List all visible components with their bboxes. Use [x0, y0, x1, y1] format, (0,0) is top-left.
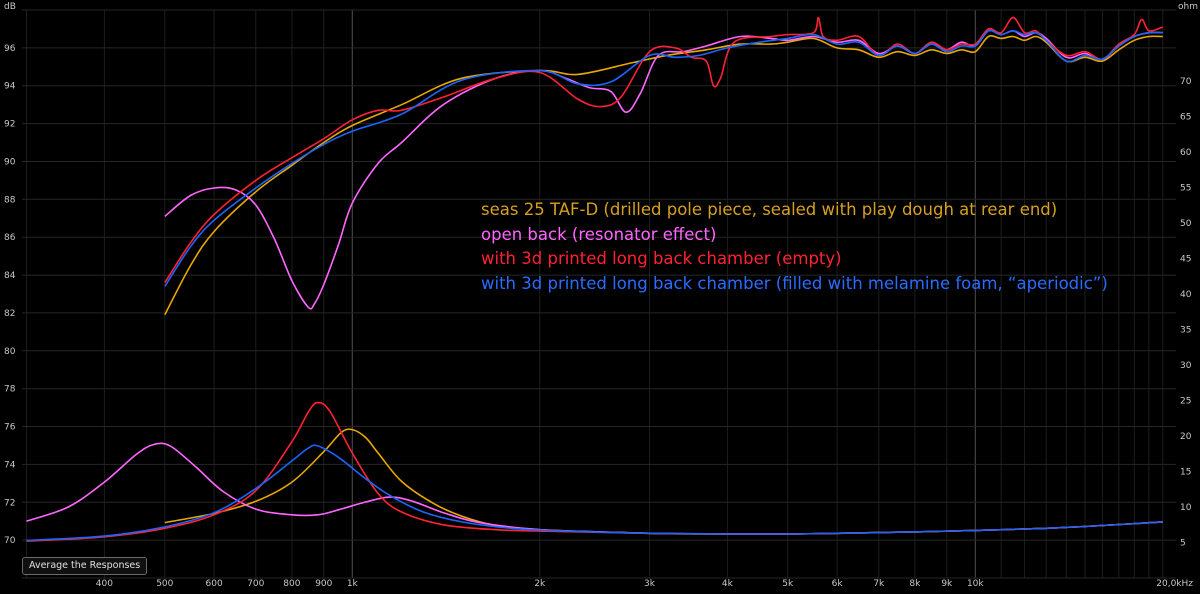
x-tick-label: 9k	[941, 579, 953, 589]
x-tick-label: 900	[315, 579, 332, 589]
y-left-unit-label: dB	[4, 2, 16, 12]
average-responses-button[interactable]: Average the Responses	[22, 557, 148, 575]
y-right-tick-label: 65	[1180, 113, 1191, 123]
y-right-tick-label: 15	[1180, 468, 1191, 478]
x-tick-label: 800	[283, 579, 300, 589]
y-right-tick-label: 20	[1180, 432, 1192, 442]
x-tick-label: 6k	[832, 579, 844, 589]
y-left-tick-label: 88	[4, 195, 16, 205]
x-tick-label: 20,0kHz	[1156, 579, 1193, 589]
y-left-tick-label: 92	[4, 120, 15, 130]
y-right-tick-label: 45	[1180, 255, 1191, 265]
y-right-tick-label: 35	[1180, 326, 1191, 336]
y-left-tick-label: 80	[4, 347, 16, 357]
legend-entry-open-back: open back (resonator effect)	[481, 224, 717, 244]
y-right-tick-label: 25	[1180, 397, 1191, 407]
spl-line-long-chamber-foam	[164, 29, 1163, 287]
y-right-tick-label: 10	[1180, 503, 1192, 513]
x-tick-label: 600	[206, 579, 223, 589]
x-tick-label: 3k	[644, 579, 656, 589]
x-tick-label: 10k	[967, 579, 984, 589]
impedance-line-long-chamber-foam	[26, 444, 1163, 542]
x-tick-label: 5k	[782, 579, 794, 589]
y-left-tick-label: 84	[4, 271, 16, 281]
x-tick-label: 2k	[534, 579, 546, 589]
y-right-unit-label: ohm	[1178, 2, 1198, 12]
y-left-tick-label: 82	[4, 309, 15, 319]
legend-entry-seas-25-taf-d: seas 25 TAF-D (drilled pole piece, seale…	[481, 200, 1058, 219]
x-tick-label: 500	[156, 579, 173, 589]
y-right-tick-label: 60	[1180, 148, 1192, 158]
y-left-tick-label: 76	[4, 423, 16, 433]
x-tick-label: 4k	[722, 579, 734, 589]
x-tick-label: 7k	[873, 579, 885, 589]
y-right-tick-label: 40	[1180, 290, 1192, 300]
y-right-tick-label: 5	[1180, 539, 1186, 549]
y-left-tick-label: 86	[4, 233, 16, 243]
y-left-tick-label: 74	[4, 460, 16, 470]
y-right-tick-label: 30	[1180, 361, 1192, 371]
y-left-tick-label: 70	[4, 536, 16, 546]
legend-entry-long-chamber-empty: with 3d printed long back chamber (empty…	[481, 249, 842, 268]
y-left-tick-label: 72	[4, 498, 15, 508]
y-right-tick-label: 70	[1180, 77, 1192, 87]
y-left-tick-label: 96	[4, 44, 16, 54]
chart-legend: seas 25 TAF-D (drilled pole piece, seale…	[481, 198, 1108, 296]
y-left-tick-label: 90	[4, 158, 16, 168]
y-right-tick-label: 55	[1180, 184, 1191, 194]
x-tick-label: 400	[96, 579, 113, 589]
y-left-tick-label: 94	[4, 82, 16, 92]
x-tick-label: 1k	[347, 579, 359, 589]
y-left-tick-label: 78	[4, 385, 16, 395]
legend-entry-long-chamber-foam: with 3d printed long back chamber (fille…	[481, 273, 1108, 293]
x-tick-label: 8k	[909, 579, 921, 589]
y-right-tick-label: 50	[1180, 219, 1192, 229]
x-tick-label: 700	[247, 579, 264, 589]
